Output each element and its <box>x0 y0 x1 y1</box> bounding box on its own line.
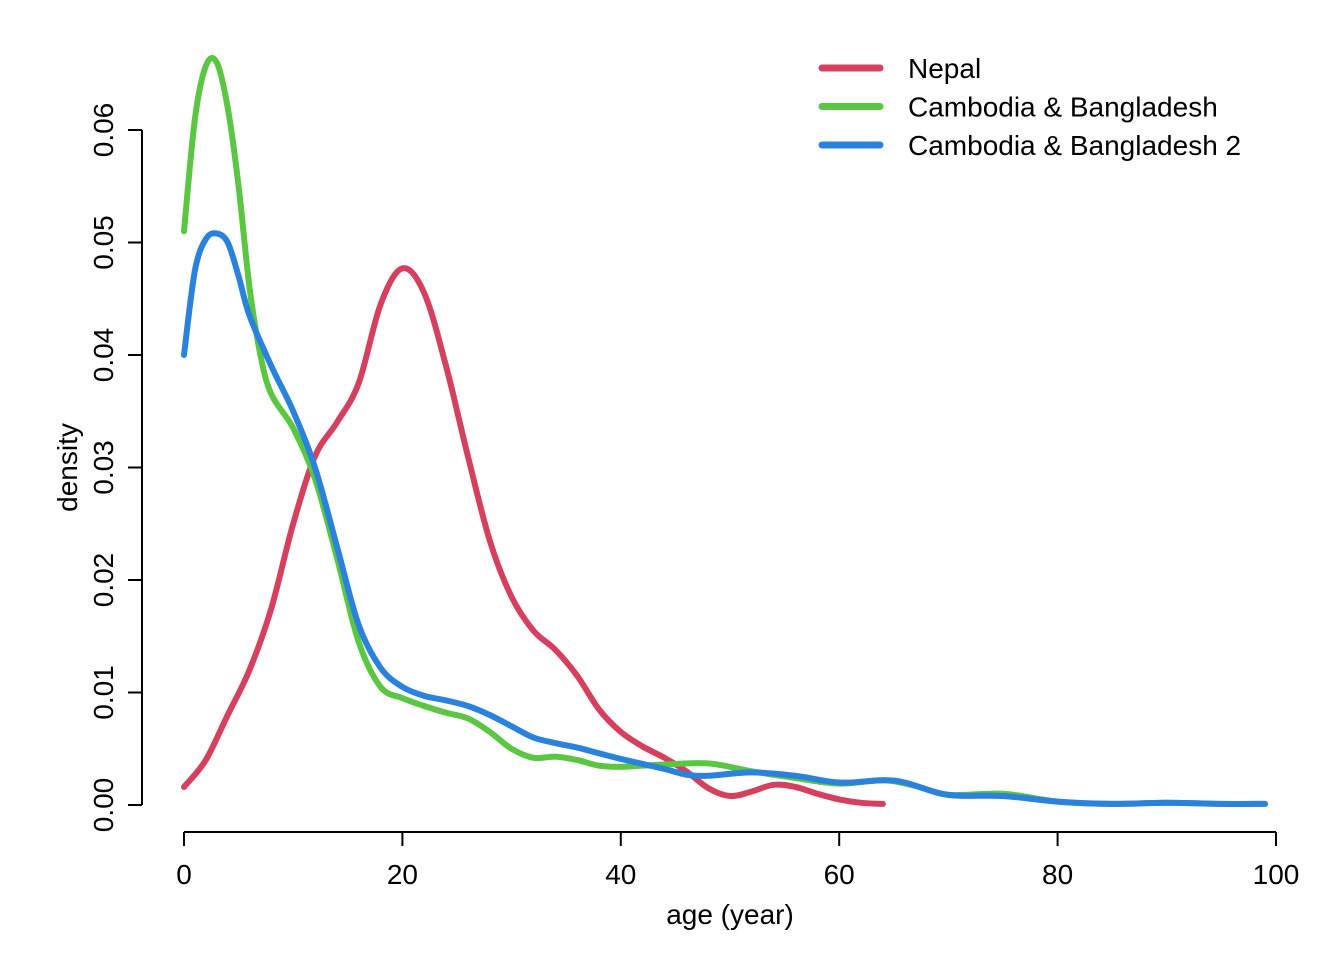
y-tick-label: 0.05 <box>88 215 119 270</box>
x-tick-label: 40 <box>605 859 636 890</box>
axes: 0 20 40 60 80 100 0.000.010.020.030.040.050.0… <box>88 103 1299 890</box>
x-tick-label: 0 <box>176 859 192 890</box>
legend-item: Nepal <box>818 53 981 84</box>
y-tick-label: 0.01 <box>88 665 119 720</box>
series-line-1 <box>181 265 886 807</box>
y-ticks: 0.00 0.01 0.02 0.03 0.04 0.05 0.06 <box>88 103 142 833</box>
legend-label: Nepal <box>908 53 981 84</box>
legend-item: Cambodia & Bangladesh <box>818 92 1218 123</box>
x-ticks: 0 20 40 60 80 100 <box>176 832 1299 890</box>
y-tick-label: 0.00 <box>88 778 119 833</box>
y-tick-label: 0.06 <box>88 103 119 158</box>
legend-item: Cambodia & Bangladesh 2 <box>818 130 1241 161</box>
y-tick-label: 0.04 <box>88 328 119 383</box>
legend-label: Cambodia & Bangladesh 2 <box>908 130 1241 161</box>
legend-label: Cambodia & Bangladesh <box>908 92 1218 123</box>
series-lines <box>181 55 1269 807</box>
x-tick-label: 80 <box>1042 859 1073 890</box>
x-tick-label: 20 <box>387 859 418 890</box>
y-tick-label: 0.02 <box>88 553 119 608</box>
y-tick-label: 0.03 <box>88 440 119 495</box>
series-line-2 <box>181 55 1269 807</box>
y-axis-title: density <box>52 423 83 512</box>
series-line-3 <box>181 230 1269 807</box>
x-axis-title: age (year) <box>666 899 794 930</box>
legend: Nepal Cambodia & Bangladesh Cambodia & Ban… <box>818 53 1241 161</box>
x-tick-label: 100 <box>1253 859 1300 890</box>
x-tick-label: 60 <box>824 859 855 890</box>
